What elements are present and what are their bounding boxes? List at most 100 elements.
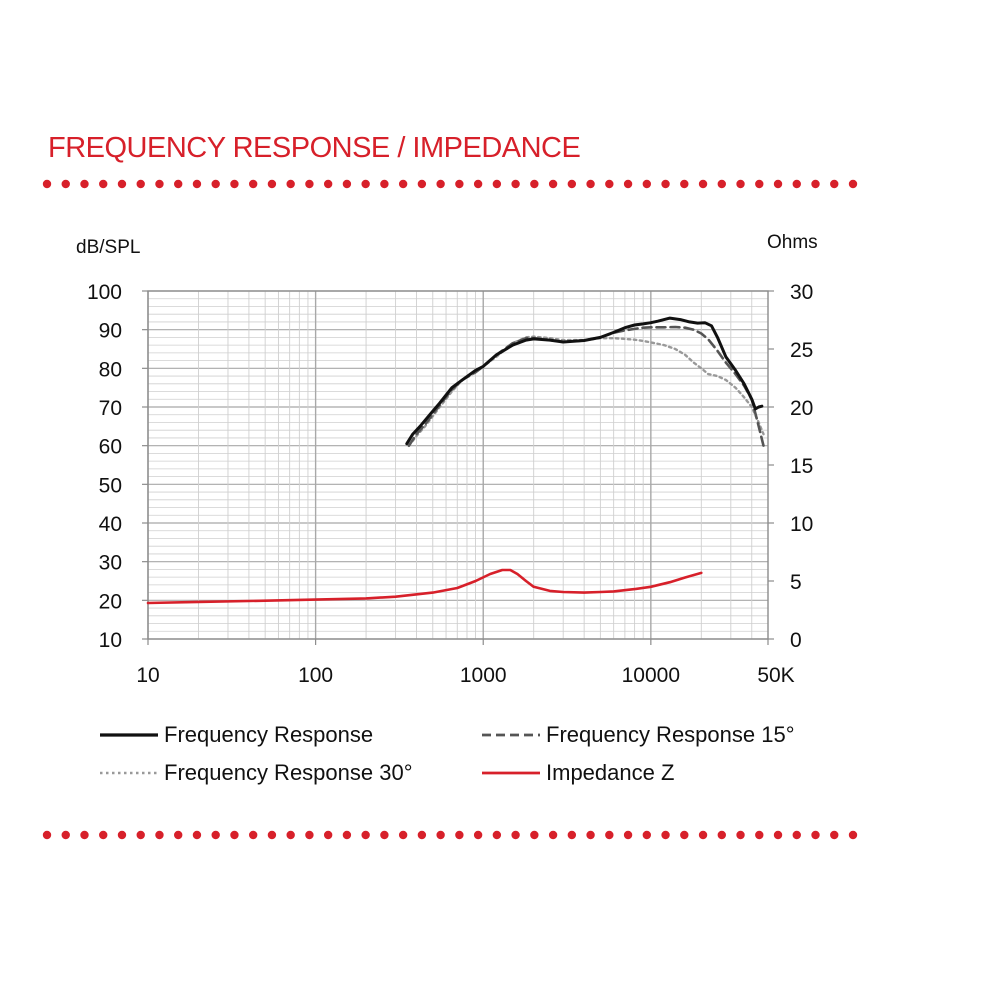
divider-dot <box>361 179 370 189</box>
divider-dot <box>455 179 464 189</box>
divider-dot <box>230 830 239 840</box>
divider-dot <box>267 830 277 840</box>
divider-dot <box>211 830 220 840</box>
y-tick-label: 20 <box>99 590 122 613</box>
y2-tick-label: 25 <box>790 339 813 362</box>
divider-dot <box>567 179 577 189</box>
divider-dot <box>192 830 202 840</box>
divider-dot <box>680 179 689 189</box>
divider-dot <box>323 179 333 189</box>
divider-dot <box>61 179 70 189</box>
y-tick-label: 80 <box>99 358 122 381</box>
divider-dot <box>811 830 820 840</box>
series-line-4 <box>146 568 703 605</box>
divider-dot <box>417 179 427 189</box>
divider-dot <box>661 179 670 189</box>
y-tick-label: 60 <box>99 436 122 459</box>
divider-dot <box>698 830 708 840</box>
divider-dot <box>830 830 839 840</box>
divider-dot <box>530 830 539 840</box>
divider-dot <box>267 179 277 189</box>
divider-dot <box>717 830 726 840</box>
divider-dot <box>586 179 595 189</box>
y-tick-label: 100 <box>87 281 122 304</box>
x-tick-label: 10 <box>136 664 159 687</box>
divider-dot <box>136 179 145 189</box>
divider-dot <box>436 830 445 840</box>
divider-dot <box>342 179 352 189</box>
divider-dot <box>661 830 670 840</box>
divider-dot <box>755 830 764 840</box>
divider-dot <box>417 830 427 840</box>
top-dotted-divider <box>42 179 858 189</box>
divider-dot <box>680 830 689 840</box>
divider-dot <box>623 179 633 189</box>
divider-dot <box>473 830 483 840</box>
series-line-1 <box>405 316 764 446</box>
y2-axis-label: Ohms <box>767 232 818 253</box>
divider-dot <box>99 179 108 189</box>
divider-dot <box>455 830 464 840</box>
divider-dot <box>398 830 408 840</box>
x-tick-label: 1000 <box>460 664 507 687</box>
divider-dot <box>80 179 89 189</box>
divider-dot <box>567 830 577 840</box>
divider-dot <box>286 830 295 840</box>
y-tick-label: 30 <box>99 552 122 575</box>
divider-dot <box>305 830 314 840</box>
divider-dot <box>248 179 258 189</box>
y2-tick-label: 30 <box>790 281 813 304</box>
divider-dot <box>642 179 652 189</box>
divider-dot <box>136 830 145 840</box>
divider-dot <box>42 830 52 840</box>
divider-dot <box>492 179 502 189</box>
divider-dot <box>492 830 502 840</box>
divider-dot <box>605 179 614 189</box>
divider-dot <box>380 830 389 840</box>
divider-dot <box>511 179 520 189</box>
divider-dot <box>586 830 595 840</box>
divider-dot <box>230 179 239 189</box>
divider-dot <box>830 179 839 189</box>
divider-dot <box>174 830 183 840</box>
divider-dot <box>736 179 745 189</box>
y2-tick-label: 5 <box>790 571 802 594</box>
divider-dot <box>717 179 726 189</box>
x-tick-label: 100 <box>298 664 333 687</box>
y2-tick-label: 20 <box>790 397 813 420</box>
divider-dot <box>811 179 820 189</box>
y-tick-label: 50 <box>99 474 122 497</box>
divider-dot <box>192 179 202 189</box>
y-tick-label: 10 <box>99 629 122 652</box>
divider-dot <box>305 179 314 189</box>
divider-dot <box>342 830 352 840</box>
divider-dot <box>548 179 558 189</box>
divider-dot <box>99 830 108 840</box>
divider-dot <box>848 179 858 189</box>
divider-dot <box>698 179 708 189</box>
divider-dot <box>323 830 333 840</box>
divider-dot <box>42 179 52 189</box>
divider-dot <box>436 179 445 189</box>
divider-dot <box>398 179 408 189</box>
bottom-dotted-divider <box>42 830 858 840</box>
divider-dot <box>530 179 539 189</box>
divider-dot <box>117 179 127 189</box>
divider-dot <box>61 830 70 840</box>
divider-dot <box>773 179 783 189</box>
x-tick-label: 50K <box>757 664 794 687</box>
divider-dot <box>155 830 164 840</box>
divider-dot <box>174 179 183 189</box>
divider-dot <box>773 830 783 840</box>
divider-dot <box>736 830 745 840</box>
divider-dot <box>548 830 558 840</box>
divider-dot <box>605 830 614 840</box>
y2-tick-label: 15 <box>790 455 813 478</box>
divider-dot <box>792 179 801 189</box>
divider-dot <box>755 179 764 189</box>
divider-dot <box>361 830 370 840</box>
page-title: FREQUENCY RESPONSE / IMPEDANCE <box>48 132 581 164</box>
divider-dot <box>642 830 652 840</box>
